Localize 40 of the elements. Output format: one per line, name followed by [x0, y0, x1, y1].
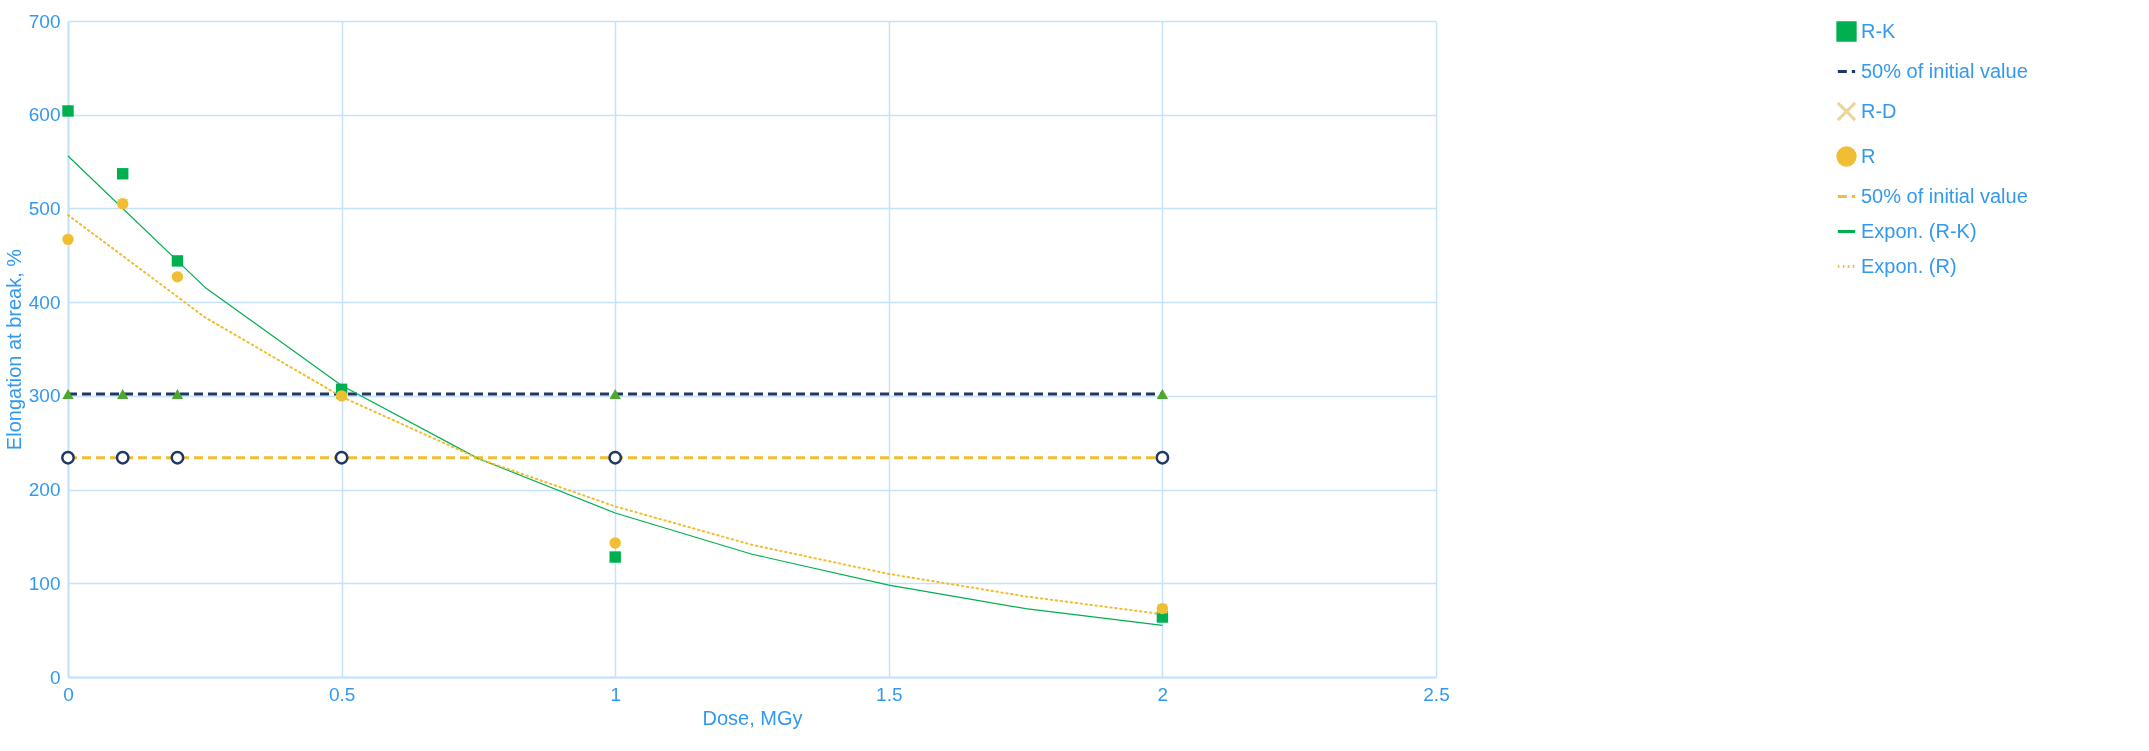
y-tick-label: 500: [28, 197, 61, 219]
y-tick-label: 100: [28, 572, 61, 594]
x-tick-label: 1.5: [876, 683, 903, 705]
y-tick-label: 200: [28, 479, 61, 501]
x-axis-title: Dose, MGy: [702, 706, 803, 729]
y-tick-label: 700: [28, 10, 61, 32]
point: [62, 105, 74, 117]
point: [170, 450, 185, 465]
point: [1155, 450, 1170, 465]
point: [609, 537, 621, 549]
x-tick-label: 2.5: [1423, 683, 1450, 705]
point: [61, 450, 75, 465]
y-axis-title: Elongation at break, %: [2, 248, 25, 451]
point: [171, 389, 184, 399]
y-tick-label: 300: [28, 385, 61, 407]
point: [117, 168, 129, 180]
point: [62, 389, 74, 399]
point: [115, 450, 130, 465]
point: [117, 389, 129, 399]
point: [62, 233, 74, 246]
x-tick-label: 2: [1157, 683, 1169, 705]
point: [609, 551, 621, 563]
x-tick-label: 1: [610, 683, 621, 705]
point: [334, 450, 349, 465]
legend-label: 50% of initial value: [1861, 59, 2028, 82]
legend-label: Expon. (R): [1861, 254, 1957, 277]
legend-label: 50% of initial value: [1861, 184, 2028, 207]
y-tick-label: 400: [28, 291, 61, 313]
point: [171, 255, 184, 267]
legend-label: R-K: [1861, 19, 1897, 42]
legend-label: R: [1861, 144, 1876, 167]
point: [1156, 389, 1169, 399]
point: [609, 389, 621, 399]
legend-label: R-D: [1861, 99, 1897, 122]
legend-label: Expon. (R-K): [1861, 219, 1977, 242]
x-tick-label: 0.5: [328, 683, 356, 705]
point: [171, 271, 184, 283]
point: [608, 450, 623, 465]
y-tick-label: 0: [49, 666, 61, 688]
y-tick-label: 600: [28, 104, 61, 126]
